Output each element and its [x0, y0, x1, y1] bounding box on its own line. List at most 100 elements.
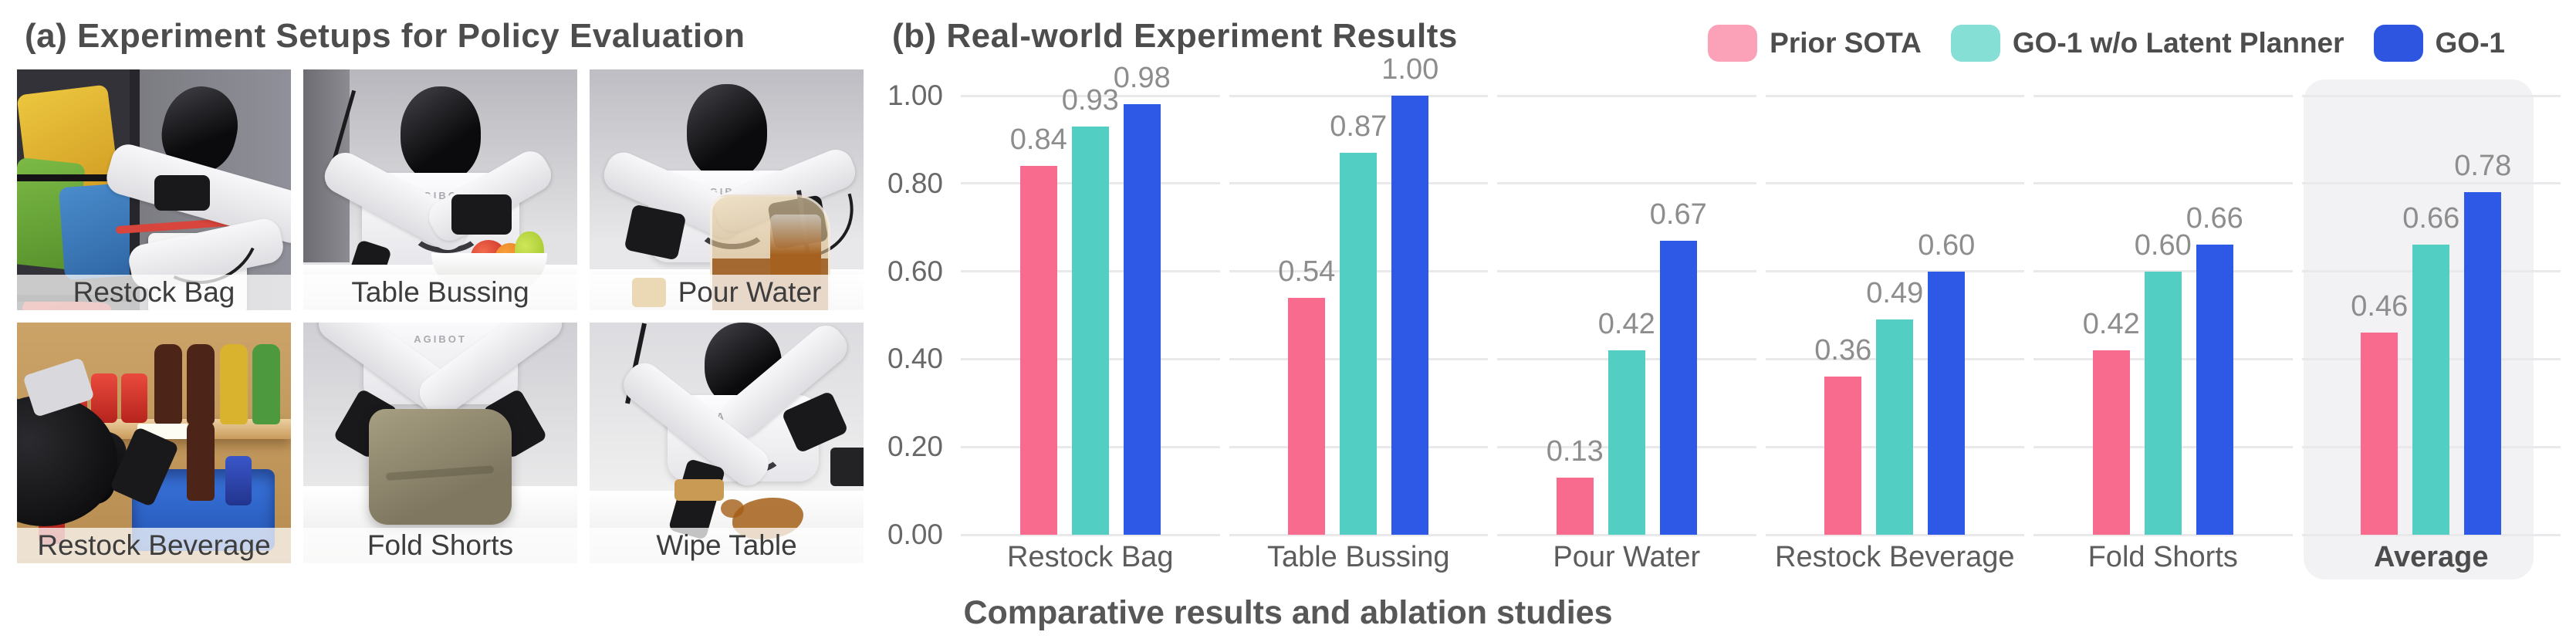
category-label-pour-water: Pour Water — [1553, 541, 1701, 573]
photo-label: Pour Water — [590, 275, 864, 310]
gridline — [1229, 533, 1488, 536]
bar-slot: 0.36 — [1814, 96, 1871, 535]
plot-area: 0.84 0.93 0.98 0.54 0.87 1.00 0.13 0.42 0.67 0.36… — [961, 53, 2561, 536]
bar-go-1-pour-water — [1659, 240, 1697, 535]
bar-go-1-w-o-latent-planner-average — [2412, 245, 2450, 535]
gridline — [2301, 94, 2561, 97]
bar-slot: 0.13 — [1547, 96, 1604, 535]
category-label-fold-shorts: Fold Shorts — [2088, 541, 2238, 573]
beverage-bottle — [154, 344, 182, 425]
beverage-can — [225, 456, 252, 506]
y-tick-label: 0.40 — [887, 343, 943, 374]
bar-value-label: 0.42 — [2082, 308, 2140, 341]
bar-slot: 0.66 — [2186, 96, 2243, 535]
shorts-fold-line — [386, 465, 495, 482]
gridline — [1765, 270, 2024, 273]
robot-head — [686, 83, 767, 180]
category-label-table-bussing: Table Bussing — [1266, 541, 1450, 573]
category-label-restock-beverage: Restock Beverage — [1775, 541, 2015, 573]
y-tick-label: 1.00 — [887, 79, 943, 111]
legend-swatch-prior-sota — [1708, 25, 1758, 62]
shorts — [369, 409, 512, 525]
gridline — [1765, 94, 2024, 97]
bar-value-label: 0.54 — [1278, 255, 1336, 288]
y-tick-label: 0.60 — [887, 255, 943, 287]
bar-value-label: 0.87 — [1330, 110, 1388, 143]
legend-label: Prior SOTA — [1770, 27, 1922, 59]
gridline — [1497, 182, 1756, 185]
bar-go-1-w-o-latent-planner-restock-bag — [1071, 126, 1109, 535]
beverage-bottle — [187, 344, 215, 425]
photo-illustration: AGIBOT — [303, 69, 577, 310]
gridline — [2033, 533, 2293, 536]
bar-go-1-w-o-latent-planner-fold-shorts — [2144, 271, 2182, 535]
photo-label-text: Pour Water — [678, 276, 822, 308]
chart-legend: Prior SOTA GO-1 w/o Latent Planner GO-1 — [1708, 25, 2505, 62]
robot-gripper — [451, 194, 512, 235]
bar-slot: 1.00 — [1381, 53, 1438, 535]
legend-label: GO-1 — [2435, 27, 2505, 59]
category-label-restock-bag: Restock Bag — [1007, 541, 1174, 573]
gridline — [1497, 533, 1756, 536]
x-axis: Restock Bag Table Bussing Pour Water Restoc… — [961, 541, 2561, 574]
bar-slot: 0.66 — [2402, 96, 2459, 535]
photo-wipe-table: AGIBOT Wipe Table — [590, 323, 864, 563]
gridline — [1765, 182, 2024, 185]
bar-slot: 0.60 — [2135, 96, 2192, 535]
bar-prior-sota-pour-water — [1556, 478, 1594, 535]
photo-fold-shorts: AGIBOT Fold Shorts — [303, 323, 577, 563]
photo-illustration: AGIBOT — [303, 323, 577, 563]
facet-table-bussing: 0.54 0.87 1.00 — [1229, 53, 1488, 536]
photo-illustration: AGIBOT — [590, 323, 864, 563]
bar-go-1-w-o-latent-planner-restock-beverage — [1876, 319, 1914, 535]
dark-object — [830, 448, 864, 487]
bar-go-1-w-o-latent-planner-table-bussing — [1340, 152, 1378, 535]
beverage-bottle — [219, 344, 248, 425]
bar-slot: 0.60 — [1918, 96, 1975, 535]
logo-stamp-icon — [631, 278, 666, 307]
legend-item-go1-wo-latent-planner: GO-1 w/o Latent Planner — [1950, 25, 2344, 62]
photo-restock-bag: Restock Bag — [17, 69, 291, 310]
bar-value-label: 0.66 — [2186, 202, 2243, 235]
legend-swatch-go1-wo-latent-planner — [1950, 25, 2000, 62]
gridline — [2033, 182, 2293, 185]
bar-value-label: 0.84 — [1009, 123, 1067, 157]
photo-illustration — [17, 323, 291, 563]
bar-value-label: 0.78 — [2454, 150, 2512, 183]
y-tick-label: 0.00 — [887, 519, 943, 550]
bar-slot: 0.42 — [2083, 96, 2140, 535]
torso-accent — [409, 208, 482, 254]
facet-restock-beverage: 0.36 0.49 0.60 — [1765, 94, 2024, 536]
photo-label: Restock Beverage — [17, 528, 291, 563]
bar-slot: 0.78 — [2454, 96, 2511, 535]
bar-prior-sota-average — [2361, 333, 2399, 535]
gridline — [2301, 182, 2561, 185]
beverage-bottle — [252, 344, 281, 425]
y-tick-label: 0.20 — [887, 431, 943, 462]
bar-go-1-fold-shorts — [2196, 245, 2233, 535]
gridline — [2301, 533, 2561, 536]
facet-restock-bag: 0.84 0.93 0.98 — [961, 62, 1220, 536]
gridline — [1497, 94, 1756, 97]
gridline — [1229, 94, 1488, 97]
photo-grid: Restock Bag AGIBOT — [17, 69, 864, 563]
photo-label-text: Restock Beverage — [37, 529, 271, 561]
category-label-average: Average — [2373, 541, 2489, 573]
bar-prior-sota-restock-bag — [1019, 166, 1057, 535]
bar-slot: 0.49 — [1866, 96, 1923, 535]
panel-b-title: (b) Real-world Experiment Results — [892, 17, 1458, 55]
photo-pour-water: AGIBOT Pour Water — [590, 69, 864, 310]
legend-item-prior-sota: Prior SOTA — [1708, 25, 1922, 62]
legend-item-go1: GO-1 — [2373, 25, 2505, 62]
gridline — [2033, 94, 2293, 97]
gridline — [1765, 533, 2024, 536]
bar-value-label: 0.49 — [1866, 277, 1924, 310]
bar-value-label: 0.60 — [2134, 228, 2192, 262]
robot-head — [400, 86, 481, 182]
photo-label-text: Fold Shorts — [367, 529, 514, 561]
photo-label: Fold Shorts — [303, 528, 577, 563]
bar-value-label: 0.13 — [1546, 435, 1604, 468]
bar-slot: 0.87 — [1330, 96, 1387, 535]
bar-value-label: 0.98 — [1113, 62, 1171, 95]
